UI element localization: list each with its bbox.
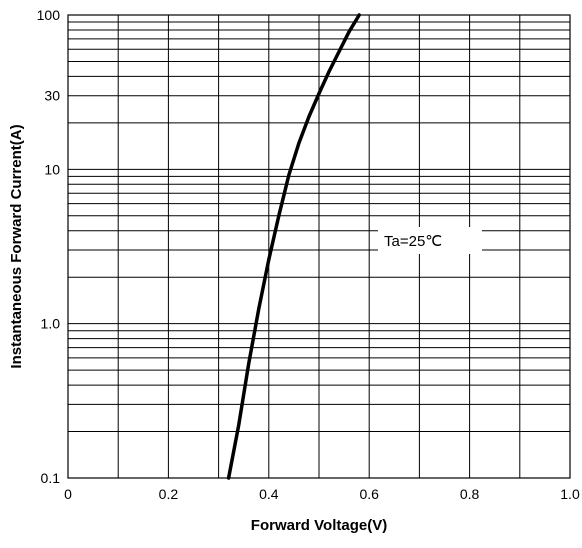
x-axis-title: Forward Voltage(V) xyxy=(251,517,387,534)
y-tick-label: 100 xyxy=(37,7,61,23)
x-tick-label: 0.6 xyxy=(359,486,379,502)
y-tick-label: 0.1 xyxy=(41,470,61,486)
plot-frame xyxy=(67,14,571,479)
x-tick-label: 1.0 xyxy=(560,486,580,502)
x-tick-label: 0.2 xyxy=(159,486,179,502)
y-tick-label: 10 xyxy=(44,161,60,177)
x-tick-label: 0.4 xyxy=(259,486,279,502)
series-layer xyxy=(226,13,361,480)
x-tick-label: 0.8 xyxy=(460,486,480,502)
y-tick-labels: 0.1 1.0 10 30 100 xyxy=(37,7,61,486)
annotation-label: Ta=25℃ xyxy=(384,233,442,250)
series-line xyxy=(226,13,361,480)
y-axis-title: Instantaneous Forward Current(A) xyxy=(8,124,25,368)
y-tick-label: 1.0 xyxy=(41,316,61,332)
grid xyxy=(68,15,570,478)
annotation-layer: Ta=25℃ xyxy=(378,227,482,254)
y-tick-label: 30 xyxy=(44,88,60,104)
x-tick-label: 0 xyxy=(64,486,72,502)
x-tick-labels: 0 0.2 0.4 0.6 0.8 1.0 xyxy=(64,486,580,502)
annotation-background xyxy=(378,227,482,254)
